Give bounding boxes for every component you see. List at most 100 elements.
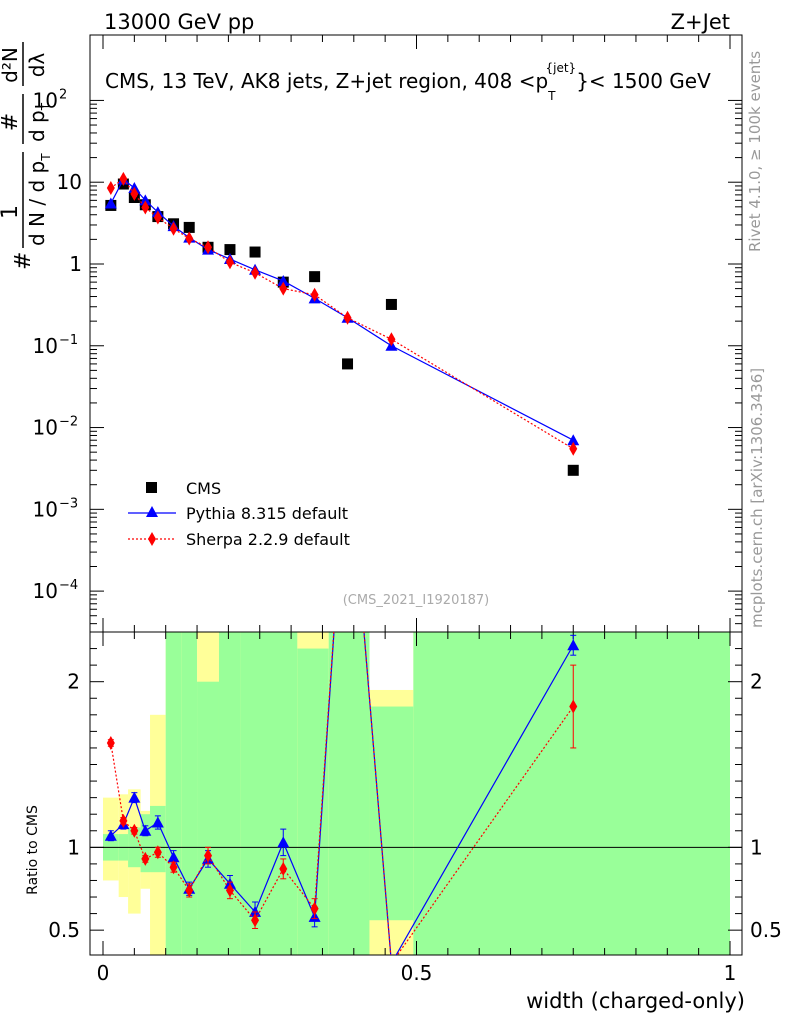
ratio-clipped-group [104, 632, 580, 955]
ylabel-den-1: d N / d pT [25, 153, 53, 246]
main-ytick-exp-3: −1 [59, 333, 78, 348]
chart-title-sub: T [547, 89, 556, 103]
xtick-label-1: 0.5 [401, 961, 433, 985]
analysis-id-label: (CMS_2021_I1920187) [343, 593, 490, 608]
legend-marker-sherpa [148, 532, 156, 546]
ylabel-den-1-sub: T [39, 153, 53, 162]
ratio-point-1-6 [185, 883, 194, 898]
main-line-2 [110, 177, 574, 450]
chart-title: CMS, 13 TeV, AK8 jets, Z+jet region, 408… [105, 61, 711, 103]
ratio-ytick-label-left-2: 2 [67, 670, 80, 694]
band-green-9 [240, 632, 298, 955]
main-ytick-label-0: 10 [33, 579, 58, 603]
ratio-point-0-0 [104, 829, 117, 841]
ratio-point-1-11 [310, 901, 319, 916]
legend-label-pythia: Pythia 8.315 default [186, 504, 348, 523]
ratio-panel-series [104, 632, 580, 955]
ratio-point-0-2 [128, 791, 141, 803]
ratio-point-1-0 [106, 735, 115, 750]
xtick-label-2: 1 [724, 961, 737, 985]
rivet-version-label: Rivet 4.1.0, ≥ 100k events [746, 51, 764, 252]
band-green-13 [413, 632, 730, 955]
main-ytick-label-6: 10 [33, 88, 58, 112]
ylabel-num-3: d²N [0, 47, 22, 83]
main-point-2-7 [204, 240, 213, 255]
main-point-1-3 [139, 194, 152, 206]
ratio-ytick-label-right-2: 2 [750, 670, 763, 694]
ratio-point-0-5 [167, 851, 180, 863]
main-ytick-exp-1: −3 [59, 496, 78, 511]
main-point-2-14 [569, 441, 578, 456]
ylabel-den-3: dλ [25, 53, 49, 78]
main-point-0-13 [385, 298, 397, 310]
band-green-12 [369, 706, 414, 921]
ratio-ytick-label-left-0: 0.5 [48, 918, 80, 942]
ratio-point-1-5 [169, 860, 178, 875]
main-point-2-8 [225, 255, 234, 270]
main-point-2-3 [141, 200, 150, 215]
ylabel-num-1: 1 [0, 205, 23, 219]
band-green-3 [140, 814, 151, 873]
ratio-point-1-4 [153, 845, 162, 860]
main-ytick-exp-0: −4 [59, 578, 78, 593]
ratio-ytick-label-left-1: 1 [67, 835, 80, 859]
main-ytick-label-3: 10 [33, 334, 58, 358]
ratio-point-1-3 [141, 851, 150, 866]
ratio-point-0-3 [139, 824, 152, 836]
chart-title-prefix: CMS, 13 TeV, AK8 jets, Z+jet region, 408… [105, 69, 548, 93]
main-point-2-10 [279, 281, 288, 296]
main-point-0-12 [342, 358, 354, 370]
band-green-10 [297, 648, 329, 955]
chart-title-sup: {jet} [546, 61, 577, 75]
main-line-1 [110, 178, 574, 441]
ylabel-den-2: d pT [25, 102, 53, 142]
ratio-point-1-10 [279, 861, 288, 876]
ratio-ytick-label-right-0: 0.5 [750, 918, 782, 942]
ylabel-hash-left: # [11, 252, 36, 270]
main-ytick-exp-2: −2 [59, 415, 78, 430]
ylabel-num-2: # [0, 113, 23, 131]
ratio-point-1-9 [251, 913, 260, 928]
process-label: Z+Jet [671, 10, 730, 34]
main-point-2-12 [343, 310, 352, 325]
main-ytick-exp-6: 2 [59, 87, 67, 102]
main-point-1-14 [567, 434, 580, 446]
ratio-point-0-4 [151, 816, 164, 828]
main-ylabel: # 1 d N / d pT # d pT d²N dλ [0, 42, 53, 270]
legend-marker-cms [146, 482, 157, 493]
main-point-2-1 [119, 171, 128, 186]
main-point-2-6 [185, 231, 194, 246]
legend-label-sherpa: Sherpa 2.2.9 default [186, 530, 350, 549]
band-green-5 [165, 632, 182, 955]
main-point-0-14 [567, 464, 579, 476]
main-point-2-13 [387, 332, 396, 347]
main-point-0-11 [309, 271, 321, 283]
main-ytick-label-5: 10 [57, 170, 82, 194]
main-point-2-0 [106, 180, 115, 195]
main-point-2-11 [310, 287, 319, 302]
band-green-7 [197, 681, 219, 955]
ylabel-den-2-text: d p [25, 110, 49, 142]
main-point-2-9 [251, 265, 260, 280]
band-green-6 [181, 632, 198, 955]
ratio-point-1-1 [119, 813, 128, 828]
xtick-label-0: 0 [97, 961, 110, 985]
uncertainty-bands [103, 632, 730, 955]
website-label: mcplots.cern.ch [arXiv:1306.3436] [748, 368, 766, 628]
main-point-0-9 [249, 246, 261, 258]
energy-label: 13000 GeV pp [104, 10, 254, 34]
ratio-panel-axes: 0.5 0.5 1 1 2 2 0 0.5 1 [48, 631, 782, 985]
chart-title-suffix: }< 1500 GeV [576, 69, 711, 93]
ratio-point-1-2 [130, 823, 139, 838]
xlabel: width (charged-only) [526, 989, 745, 1013]
main-point-0-8 [224, 244, 236, 256]
main-panel-series [104, 171, 580, 476]
main-point-0-6 [183, 221, 195, 233]
ratio-ylabel: Ratio to CMS [25, 805, 41, 895]
legend-marker-pythia [146, 506, 158, 517]
legend-label-cms: CMS [186, 479, 221, 498]
ratio-point-1-8 [225, 883, 234, 898]
main-point-2-5 [169, 221, 178, 236]
